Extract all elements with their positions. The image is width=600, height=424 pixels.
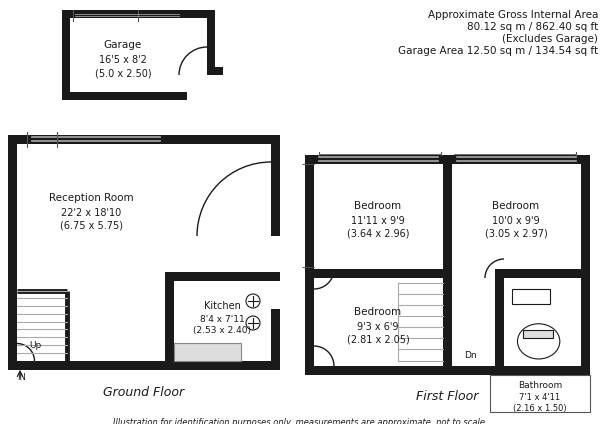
Bar bbox=[271, 135, 280, 236]
Text: (2.53 x 2.40): (2.53 x 2.40) bbox=[193, 326, 251, 335]
Text: 9'3 x 6'9: 9'3 x 6'9 bbox=[357, 322, 399, 332]
Text: Garage Area 12.50 sq m / 134.54 sq ft: Garage Area 12.50 sq m / 134.54 sq ft bbox=[398, 46, 598, 56]
Text: (Excludes Garage): (Excludes Garage) bbox=[502, 34, 598, 44]
Text: Illustration for identification purposes only, measurements are approximate, not: Illustration for identification purposes… bbox=[113, 418, 487, 424]
Bar bbox=[495, 269, 504, 375]
Text: 80.12 sq m / 862.40 sq ft: 80.12 sq m / 862.40 sq ft bbox=[467, 22, 598, 32]
Text: Bathroom: Bathroom bbox=[518, 380, 562, 390]
Bar bbox=[207, 67, 223, 75]
Text: Ground Floor: Ground Floor bbox=[103, 385, 185, 399]
Bar bbox=[8, 361, 280, 370]
Bar bbox=[207, 10, 215, 75]
Text: Reception Room: Reception Room bbox=[49, 193, 133, 203]
Text: First Floor: First Floor bbox=[416, 391, 478, 404]
Bar bbox=[174, 343, 241, 361]
Bar bbox=[512, 289, 550, 304]
Bar bbox=[62, 92, 187, 100]
Text: Approximate Gross Internal Area: Approximate Gross Internal Area bbox=[428, 10, 598, 20]
Bar bbox=[443, 155, 452, 375]
Bar bbox=[305, 366, 590, 375]
Bar bbox=[271, 309, 280, 361]
Text: Kitchen: Kitchen bbox=[203, 301, 241, 311]
Text: 10'0 x 9'9: 10'0 x 9'9 bbox=[492, 216, 540, 226]
Bar bbox=[8, 135, 280, 144]
Bar bbox=[490, 375, 590, 412]
Text: Dn: Dn bbox=[464, 351, 476, 360]
Text: (3.64 x 2.96): (3.64 x 2.96) bbox=[347, 229, 409, 239]
Bar bbox=[305, 155, 314, 375]
Text: 7'1 x 4'11: 7'1 x 4'11 bbox=[520, 393, 560, 402]
Text: 8'4 x 7'11: 8'4 x 7'11 bbox=[200, 315, 244, 324]
Bar bbox=[165, 272, 280, 281]
Text: (5.0 x 2.50): (5.0 x 2.50) bbox=[95, 68, 151, 78]
Text: (2.81 x 2.05): (2.81 x 2.05) bbox=[347, 335, 409, 345]
Text: Garage: Garage bbox=[104, 40, 142, 50]
Bar bbox=[62, 10, 215, 18]
Text: 16'5 x 8'2: 16'5 x 8'2 bbox=[99, 55, 147, 65]
Bar bbox=[581, 155, 590, 375]
Text: 22'2 x 18'10: 22'2 x 18'10 bbox=[61, 208, 121, 218]
Text: IN: IN bbox=[17, 374, 26, 382]
Bar bbox=[305, 269, 452, 278]
Bar bbox=[523, 330, 553, 338]
Text: (2.16 x 1.50): (2.16 x 1.50) bbox=[513, 404, 567, 413]
Text: Up: Up bbox=[29, 341, 41, 351]
Bar bbox=[495, 269, 590, 278]
Ellipse shape bbox=[517, 324, 560, 359]
Text: Bedroom: Bedroom bbox=[355, 201, 401, 211]
Bar bbox=[8, 135, 17, 370]
Bar bbox=[305, 155, 590, 164]
Bar bbox=[165, 272, 174, 361]
Text: Bedroom: Bedroom bbox=[355, 307, 401, 317]
Text: (3.05 x 2.97): (3.05 x 2.97) bbox=[485, 229, 547, 239]
Bar bbox=[174, 343, 241, 361]
Text: Bedroom: Bedroom bbox=[493, 201, 539, 211]
Text: (6.75 x 5.75): (6.75 x 5.75) bbox=[59, 221, 122, 231]
Bar bbox=[62, 10, 70, 100]
Text: 11'11 x 9'9: 11'11 x 9'9 bbox=[351, 216, 405, 226]
Bar bbox=[523, 330, 553, 338]
